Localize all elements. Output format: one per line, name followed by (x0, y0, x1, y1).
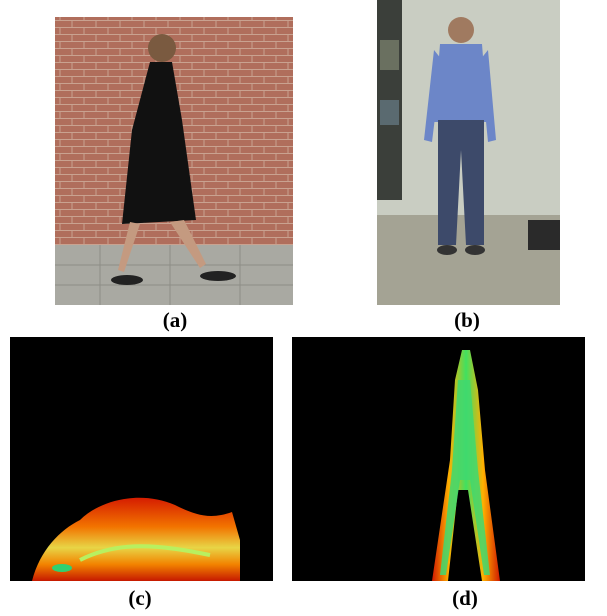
photo-a (55, 17, 293, 305)
figure: (a) (b) (c) (d) (0, 0, 607, 616)
caption: (d) (452, 586, 478, 610)
photo-b (377, 0, 560, 305)
heatmap-c (10, 337, 273, 581)
caption: (b) (454, 308, 480, 332)
caption: (a) (163, 308, 188, 332)
page: {"panels": [{"label": "(a)"}, {"label": … (0, 0, 607, 616)
heatmap-d (292, 337, 585, 581)
caption: (c) (128, 586, 151, 610)
